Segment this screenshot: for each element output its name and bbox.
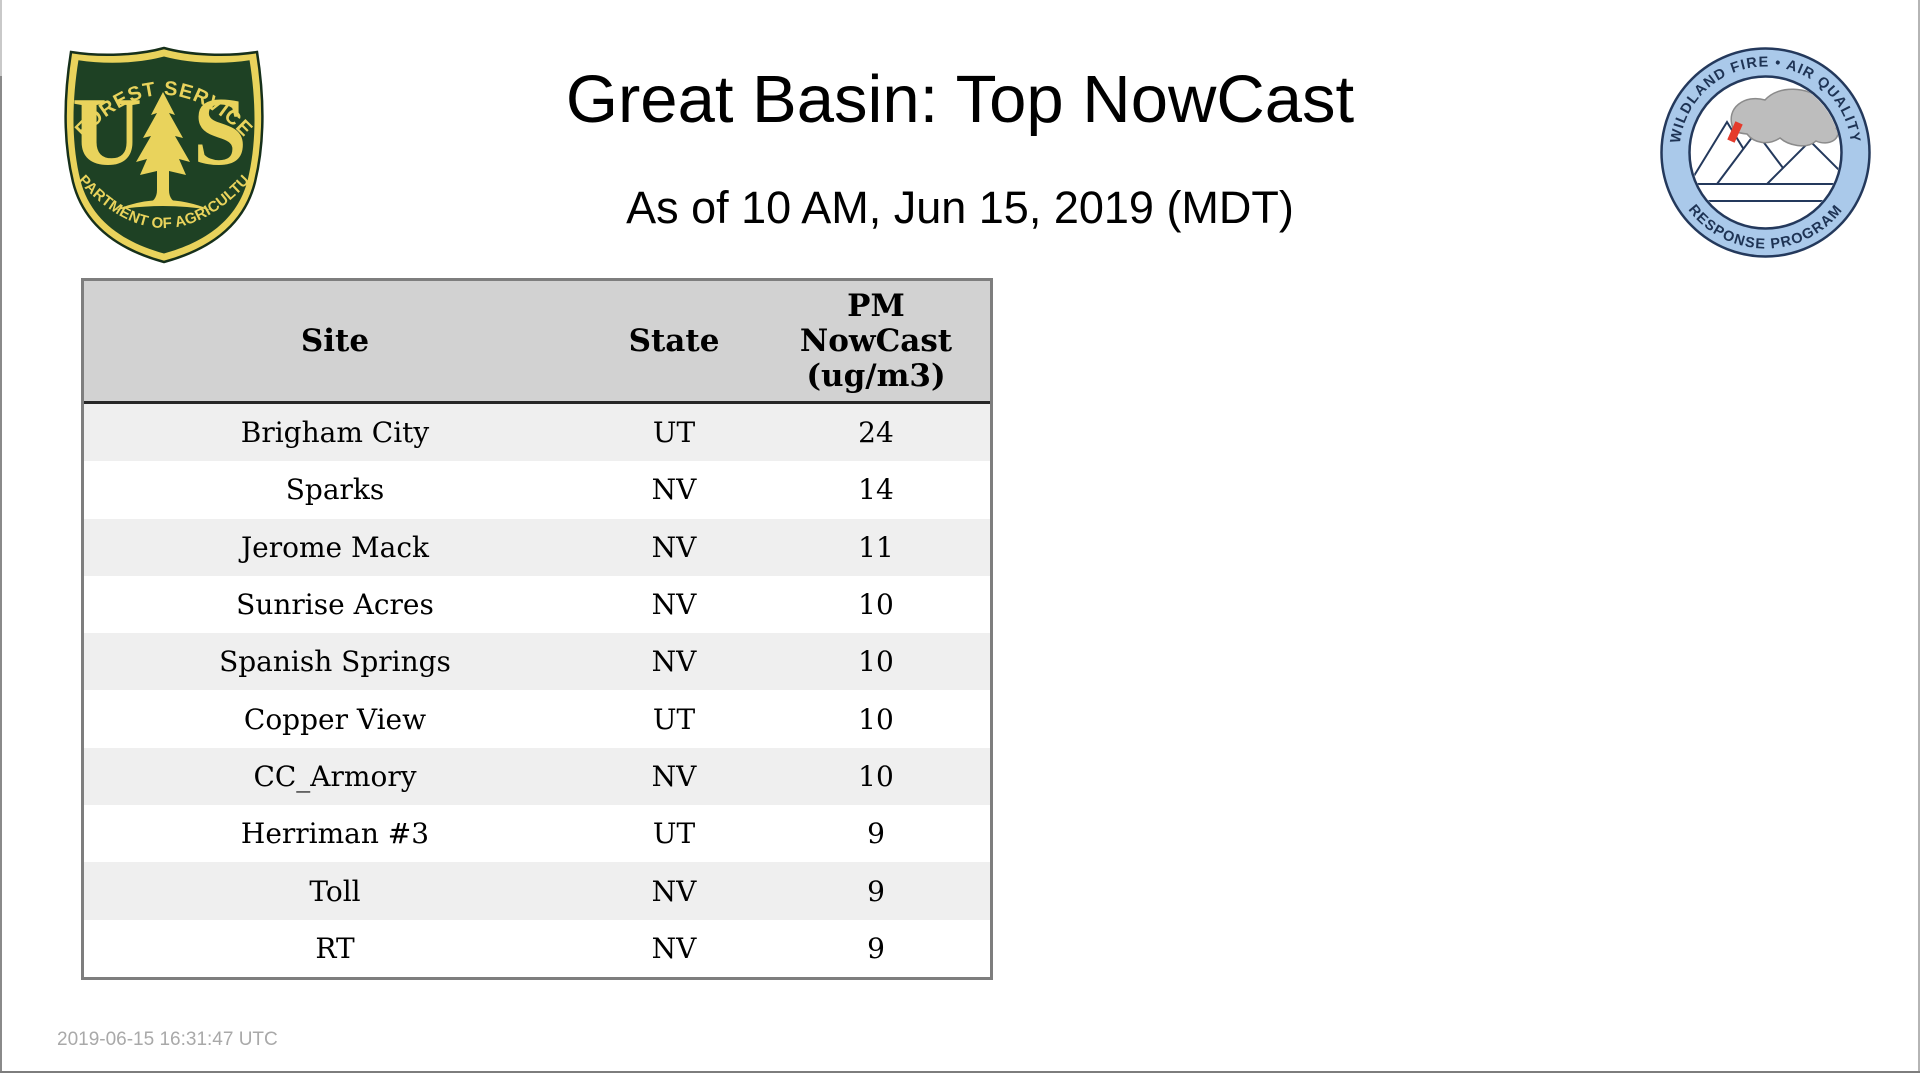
value-cell: 9 xyxy=(867,931,885,965)
table-row: Sparks NV 14 xyxy=(84,461,990,519)
site-cell: Sunrise Acres xyxy=(236,588,434,622)
state-cell: NV xyxy=(651,931,697,965)
site-cell: RT xyxy=(315,931,355,965)
site-cell: Brigham City xyxy=(240,416,430,450)
pine-tree-roots-icon xyxy=(115,200,211,210)
usfs-letter-s: S xyxy=(193,78,247,185)
window-edge-left xyxy=(0,76,2,1073)
state-cell: NV xyxy=(651,645,697,679)
site-cell: Spanish Springs xyxy=(219,645,451,679)
window-edge-left-top xyxy=(0,0,2,76)
table-row: Copper View UT 10 xyxy=(84,690,990,748)
pm-header-line3: (ug/m3) xyxy=(806,357,946,394)
state-cell: NV xyxy=(651,759,697,793)
page-subtitle: As of 10 AM, Jun 15, 2019 (MDT) xyxy=(626,182,1294,233)
state-cell: UT xyxy=(652,702,696,736)
table-row: RT NV 9 xyxy=(84,919,990,977)
usfs-letter-u: U xyxy=(72,78,142,185)
site-cell: Sparks xyxy=(285,473,385,507)
usfs-logo: FOREST SERVICE U S DEPARTMENT OF AGRICUL… xyxy=(57,42,264,264)
value-cell: 9 xyxy=(867,874,885,908)
state-cell: NV xyxy=(651,588,697,622)
value-cell: 11 xyxy=(858,530,894,564)
state-cell: UT xyxy=(652,817,696,851)
value-cell: 10 xyxy=(858,645,894,679)
column-header-state: State xyxy=(628,323,720,359)
value-cell: 14 xyxy=(858,473,894,507)
state-cell: UT xyxy=(652,416,696,450)
column-header-pm-nowcast: PM NowCast (ug/m3) xyxy=(762,287,990,394)
window-edge-right xyxy=(1918,0,1920,1073)
column-header-site: Site xyxy=(300,323,370,359)
value-cell: 10 xyxy=(858,588,894,622)
table-row: Jerome Mack NV 11 xyxy=(84,518,990,576)
value-cell: 10 xyxy=(858,759,894,793)
smoke-plume-icon xyxy=(1730,88,1840,147)
table-row: Sunrise Acres NV 10 xyxy=(84,575,990,634)
mountains-icon xyxy=(1691,120,1840,185)
state-cell: NV xyxy=(651,530,697,564)
page-title: Great Basin: Top NowCast xyxy=(565,62,1355,137)
table-row: Toll NV 9 xyxy=(84,862,990,920)
state-cell: NV xyxy=(651,473,697,507)
state-cell: NV xyxy=(651,874,697,908)
site-cell: Copper View xyxy=(243,702,427,736)
site-cell: Toll xyxy=(309,874,361,908)
value-cell: 24 xyxy=(858,416,894,450)
site-cell: Herriman #3 xyxy=(240,817,430,851)
pm-header-line1: PM xyxy=(847,287,905,324)
table-row: CC_Armory NV 10 xyxy=(84,747,990,806)
table-row: Spanish Springs NV 10 xyxy=(84,633,990,691)
table-row: Herriman #3 UT 9 xyxy=(84,805,990,863)
value-cell: 9 xyxy=(867,817,885,851)
flame-icon xyxy=(1727,121,1743,143)
pine-tree-icon xyxy=(136,92,190,204)
nowcast-table: Site State PM NowCast (ug/m3) Brigham Ci… xyxy=(81,278,993,980)
wfaqrp-logo: WILDLAND FIRE • AIR QUALITY RESPONSE PRO… xyxy=(1660,47,1871,258)
table-header-row: Site State PM NowCast (ug/m3) xyxy=(84,281,990,404)
table-row: Brigham City UT 24 xyxy=(84,404,990,462)
footer-timestamp: 2019-06-15 16:31:47 UTC xyxy=(57,1029,278,1050)
pm-header-line2: NowCast xyxy=(799,322,953,359)
window-edge-bottom xyxy=(0,1071,1920,1073)
site-cell: CC_Armory xyxy=(253,759,417,793)
table-body: Brigham City UT 24 Sparks NV 14 Jerome M… xyxy=(84,404,990,977)
value-cell: 10 xyxy=(858,702,894,736)
site-cell: Jerome Mack xyxy=(240,530,430,564)
